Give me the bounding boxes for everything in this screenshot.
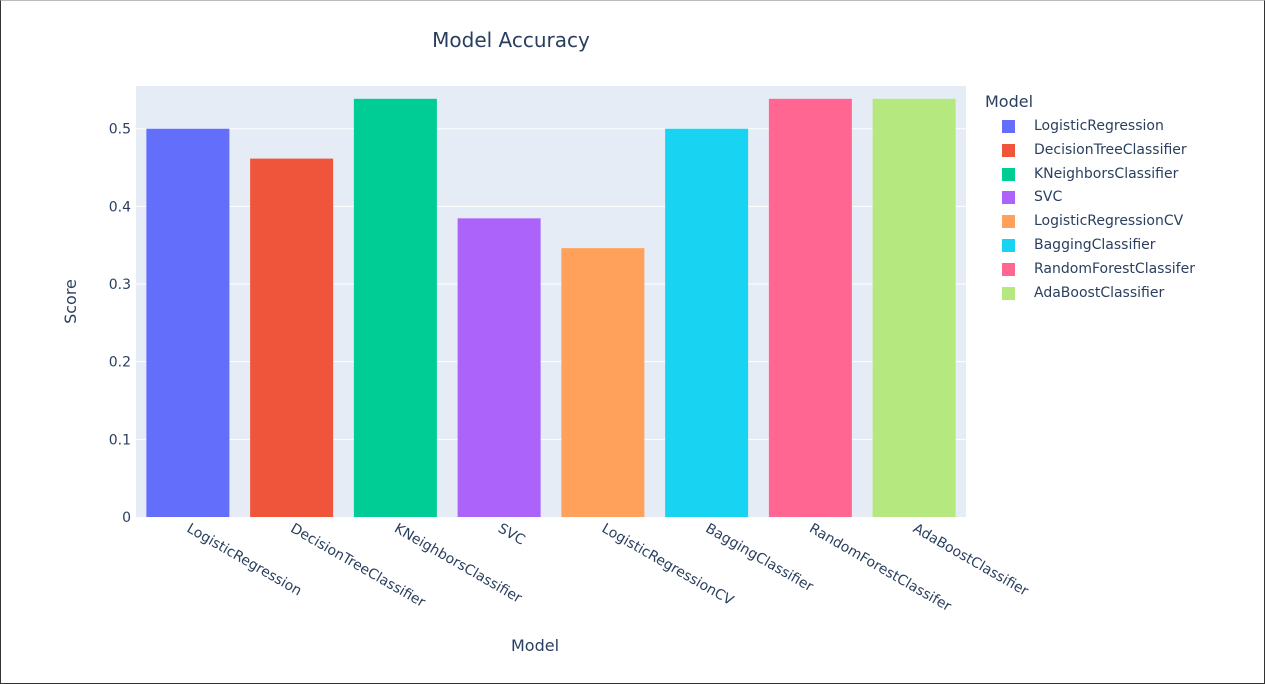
legend-swatch: [1002, 238, 1015, 252]
legend-item-SVC[interactable]: SVC: [985, 186, 1195, 210]
x-axis-labels: LogisticRegressionDecisionTreeClassifier…: [184, 521, 1031, 615]
legend-item-DecisionTreeClassifier[interactable]: DecisionTreeClassifier: [985, 139, 1195, 163]
legend-swatch: [1002, 167, 1015, 181]
y-tick-label: 0.4: [109, 199, 131, 215]
y-tick-label: 0.3: [109, 277, 131, 293]
legend: Model LogisticRegression DecisionTreeClas…: [985, 92, 1195, 305]
bar-KNeighborsClassifier[interactable]: [353, 98, 437, 518]
legend-label: LogisticRegressionCV: [1034, 213, 1184, 230]
bar-DecisionTreeClassifier[interactable]: [250, 158, 334, 517]
bar-RandomForestClassifer[interactable]: [768, 98, 852, 518]
legend-item-LogisticRegression[interactable]: LogisticRegression: [985, 115, 1195, 139]
chart-title: Model Accuracy: [432, 28, 590, 52]
y-tick-label: 0.1: [109, 432, 131, 448]
bar-LogisticRegression[interactable]: [146, 128, 230, 517]
legend-label: DecisionTreeClassifier: [1034, 141, 1187, 158]
legend-label: RandomForestClassifer: [1034, 260, 1195, 277]
y-tick-label: 0.5: [109, 122, 131, 138]
legend-swatch: [1002, 120, 1015, 133]
legend-title: Model: [985, 92, 1034, 111]
legend-item-RandomForestClassifer[interactable]: RandomForestClassifer: [985, 258, 1195, 282]
legend-label: LogisticRegression: [1034, 118, 1164, 134]
legend-items: LogisticRegression DecisionTreeClassifier…: [985, 115, 1195, 305]
x-tick-label: BaggingClassifier: [703, 521, 816, 596]
legend-label: KNeighborsClassifier: [1034, 165, 1179, 182]
y-axis-ticks: 0 0.1 0.2 0.3 0.4 0.5: [109, 122, 131, 526]
legend-label: BaggingClassifier: [1034, 236, 1156, 253]
legend-swatch: [1002, 143, 1015, 157]
bar-LogisticRegressionCV[interactable]: [561, 248, 645, 518]
bar-AdaBoostClassifier[interactable]: [872, 98, 956, 518]
legend-swatch: [1002, 191, 1015, 205]
bars: [146, 98, 956, 518]
x-tick-label: SVC: [495, 521, 528, 549]
bar-BaggingClassifier[interactable]: [665, 128, 749, 517]
legend-item-AdaBoostClassifier[interactable]: AdaBoostClassifier: [985, 282, 1195, 306]
legend-item-BaggingClassifier[interactable]: BaggingClassifier: [985, 234, 1195, 258]
legend-item-LogisticRegressionCV[interactable]: LogisticRegressionCV: [985, 210, 1195, 234]
legend-item-KNeighborsClassifier[interactable]: KNeighborsClassifier: [985, 163, 1195, 187]
legend-swatch: [1002, 215, 1015, 229]
legend-swatch: [1002, 262, 1015, 276]
y-tick-label: 0.2: [109, 355, 131, 371]
y-axis-title: Score: [61, 279, 80, 324]
legend-label: SVC: [1034, 189, 1063, 206]
y-tick-label: 0: [122, 510, 131, 526]
legend-label: AdaBoostClassifier: [1034, 284, 1165, 301]
bar-SVC[interactable]: [457, 218, 541, 517]
legend-swatch: [1002, 286, 1015, 300]
x-axis-title: Model: [511, 636, 559, 655]
x-tick-label: LogisticRegression: [184, 521, 304, 600]
